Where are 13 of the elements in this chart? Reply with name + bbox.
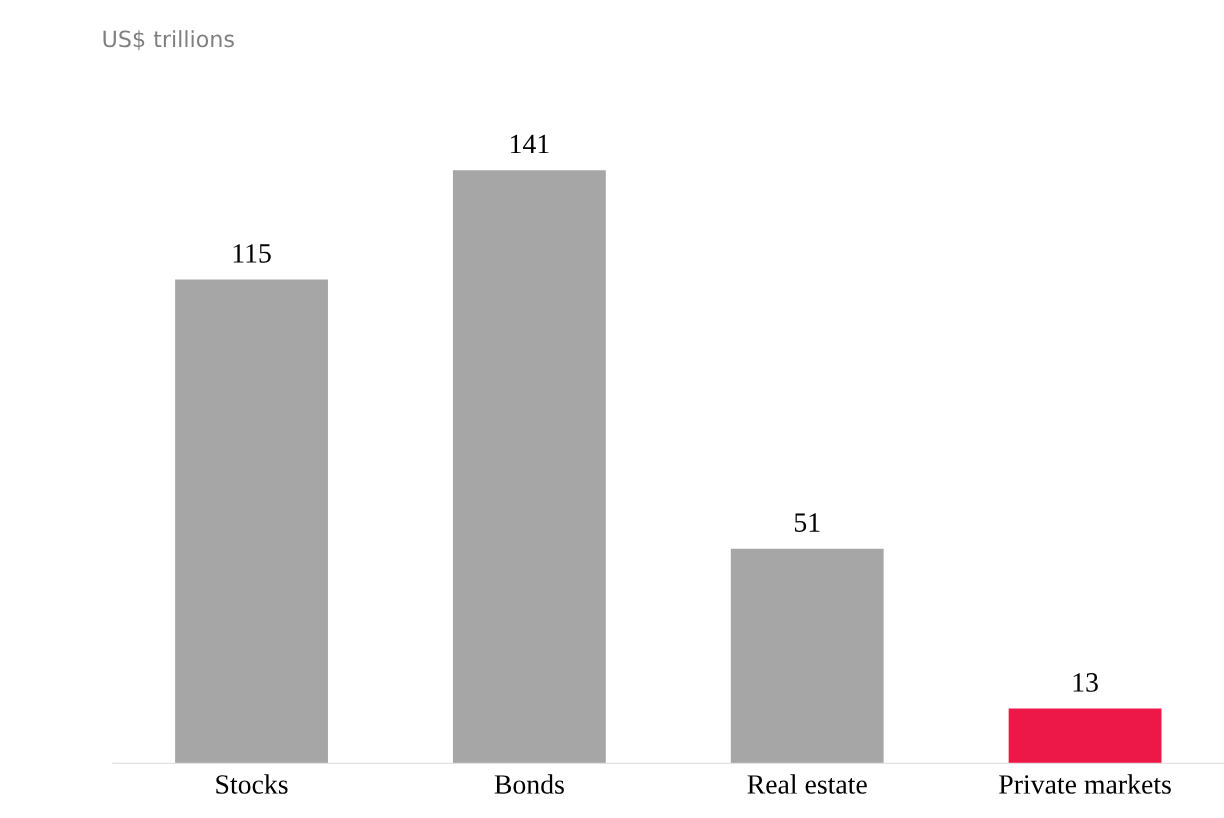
bar (175, 279, 328, 764)
data-label: 13 (1073, 673, 1098, 692)
x-tick-label: Stocks (216, 774, 288, 794)
x-tick-label: Private markets (999, 774, 1171, 794)
data-label: 51 (794, 513, 820, 532)
text: US$ trillions (103, 30, 234, 51)
x-tick-label: Bonds (494, 774, 564, 794)
bar (452, 170, 606, 764)
bar (1008, 708, 1162, 764)
data-label: 115 (233, 244, 271, 263)
data-label: 141 (510, 134, 549, 154)
bar (730, 548, 884, 764)
x-tick-label: Real estate (747, 774, 867, 794)
